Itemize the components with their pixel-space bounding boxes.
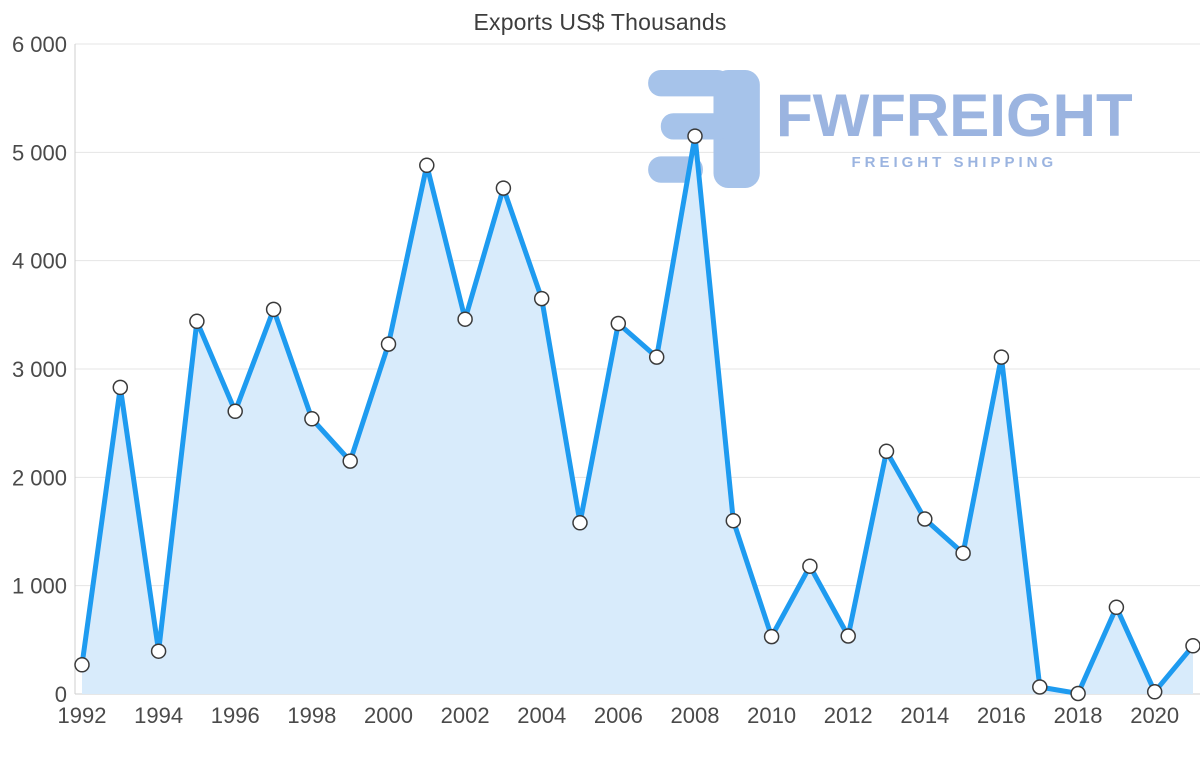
data-point-marker-2009[interactable] <box>725 512 742 529</box>
watermark-text: FWFREIGHT FREIGHT SHIPPING <box>776 82 1133 172</box>
x-axis-label: 2008 <box>670 703 719 728</box>
data-point-marker-2006[interactable] <box>610 315 627 332</box>
data-point-marker-2000[interactable] <box>380 336 397 352</box>
data-point-marker-1998[interactable] <box>304 411 320 427</box>
data-point-marker-1994[interactable] <box>150 643 167 659</box>
data-point-marker-2020[interactable] <box>1146 684 1163 700</box>
data-point-marker-1995[interactable] <box>189 313 205 330</box>
data-point-marker-1999[interactable] <box>342 453 358 469</box>
x-axis-label: 2000 <box>364 703 413 728</box>
data-point-marker-2021[interactable] <box>1185 638 1200 654</box>
y-axis-label: 1 000 <box>12 574 67 599</box>
trend-line <box>79 133 1196 696</box>
y-axis-label: 2 000 <box>12 465 67 490</box>
x-axis-label: 2014 <box>900 703 949 728</box>
y-axis-label: 6 000 <box>12 32 67 57</box>
x-axis-label: 1996 <box>211 703 260 728</box>
data-point-marker-2005[interactable] <box>572 515 588 531</box>
watermark: FWFREIGHT FREIGHT SHIPPING <box>648 70 1133 188</box>
x-axis-label: 2010 <box>747 703 796 728</box>
x-axis-label: 2016 <box>977 703 1026 728</box>
logo-bar <box>713 70 760 188</box>
data-point-marker-2011[interactable] <box>802 558 818 574</box>
x-axis-label: 2012 <box>824 703 873 728</box>
chart-title: Exports US$ Thousands <box>473 9 727 35</box>
data-point-marker-2010[interactable] <box>763 628 780 645</box>
x-axis-label: 2006 <box>594 703 643 728</box>
data-point-marker-2014[interactable] <box>917 511 933 527</box>
watermark-tagline: FREIGHT SHIPPING <box>851 154 1058 171</box>
area-fill <box>82 136 1193 695</box>
data-point-marker-2007[interactable] <box>648 349 665 365</box>
data-point-marker-2004[interactable] <box>533 290 550 307</box>
fwfreight-logo-icon <box>648 70 760 188</box>
y-axis-label: 4 000 <box>12 249 67 274</box>
y-axis-label: 0 <box>55 682 67 707</box>
x-axis-label: 2020 <box>1130 703 1179 728</box>
y-axis-label: 5 000 <box>12 140 67 165</box>
logo-bar <box>648 70 731 97</box>
x-axis-label: 2004 <box>517 703 566 728</box>
data-point-marker-2016[interactable] <box>993 349 1010 365</box>
x-axis-label: 2002 <box>441 703 490 728</box>
data-point-marker-2015[interactable] <box>955 545 971 561</box>
data-point-marker-2017[interactable] <box>1032 679 1048 695</box>
logo-bar <box>660 113 731 140</box>
data-point-marker-1997[interactable] <box>265 301 282 318</box>
data-point-marker-1992[interactable] <box>74 657 90 673</box>
data-point-marker-2002[interactable] <box>457 311 473 327</box>
data-point-marker-2001[interactable] <box>419 157 435 174</box>
data-point-marker-2018[interactable] <box>1070 685 1086 702</box>
watermark-brand: FWFREIGHT <box>776 82 1133 149</box>
data-point-marker-2013[interactable] <box>878 443 895 460</box>
data-point-marker-2012[interactable] <box>840 628 856 644</box>
x-axis-label: 1994 <box>134 703 183 728</box>
data-point-marker-2019[interactable] <box>1108 599 1125 616</box>
data-point-marker-2003[interactable] <box>495 180 512 196</box>
x-axis-label: 1998 <box>287 703 336 728</box>
data-point-marker-1993[interactable] <box>112 379 129 396</box>
x-axis-label: 1992 <box>58 703 107 728</box>
data-point-marker-2008[interactable] <box>687 128 703 144</box>
data-point-marker-1996[interactable] <box>227 403 243 420</box>
x-axis-label: 2018 <box>1054 703 1103 728</box>
y-axis-label: 3 000 <box>12 357 67 382</box>
